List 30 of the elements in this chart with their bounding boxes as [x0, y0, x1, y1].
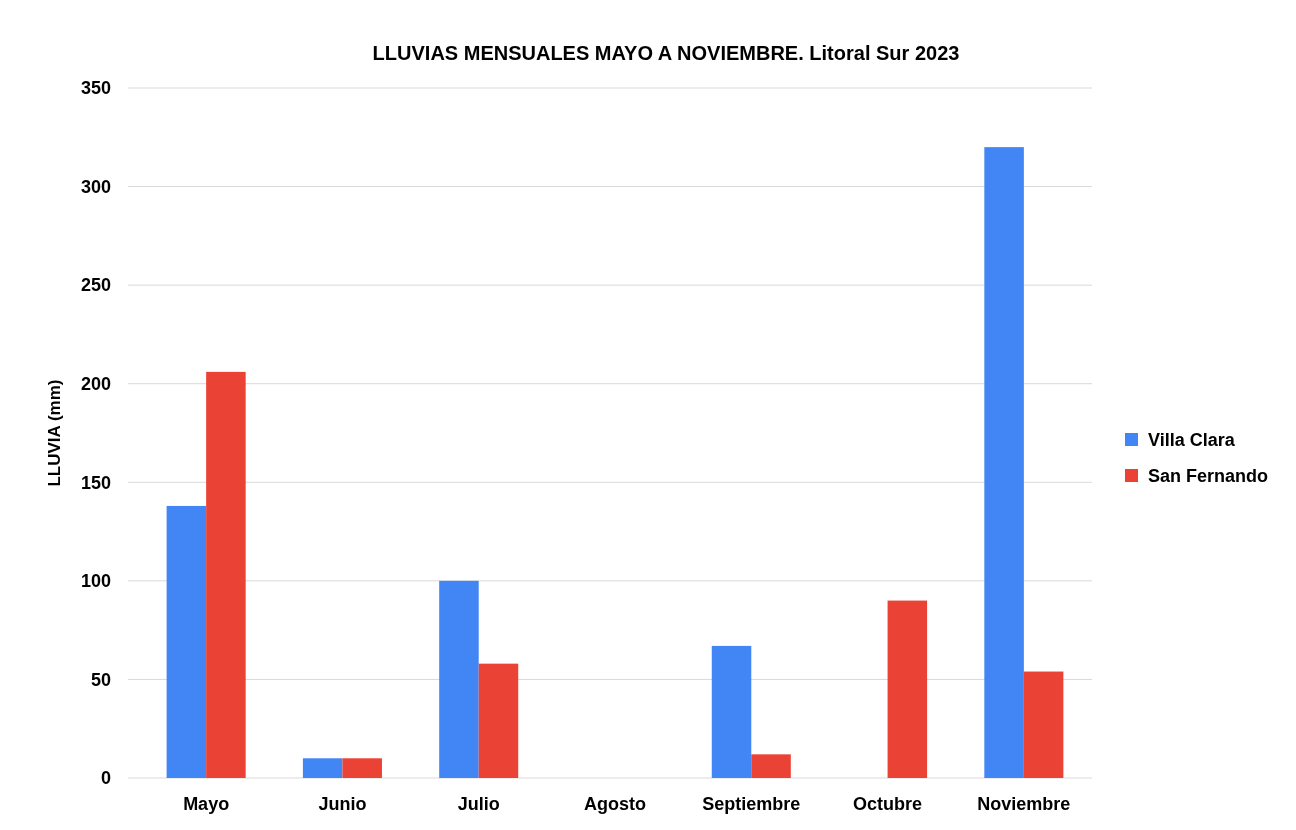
- bar: [206, 371, 246, 778]
- x-tick-label: Agosto: [584, 794, 646, 814]
- y-tick-label: 350: [80, 78, 111, 99]
- y-axis-title: LLUVIA (mm): [45, 379, 64, 487]
- bar: [302, 758, 343, 778]
- y-tick-label: 0: [100, 768, 111, 789]
- chart-title: LLUVIAS MENSUALES MAYO A NOVIEMBRE. Litoral Sur 2023: [372, 42, 960, 64]
- bar: [342, 758, 382, 778]
- y-tick-label: 250: [80, 275, 111, 296]
- x-tick-label: Noviembre: [977, 794, 1071, 814]
- y-tick-label: 150: [80, 472, 111, 493]
- y-tick-label: 300: [80, 176, 111, 197]
- y-tick-label: 200: [80, 374, 111, 395]
- y-tick-label: 100: [80, 571, 111, 592]
- x-tick-label: Junio: [318, 794, 367, 814]
- x-tick-label: Octubre: [853, 794, 923, 814]
- x-tick-label: Julio: [457, 794, 500, 814]
- bar: [439, 580, 479, 778]
- x-tick-label: Mayo: [183, 794, 230, 814]
- bar: [751, 754, 791, 778]
- y-tick-label: 50: [90, 669, 111, 690]
- legend-label: Villa Clara: [1148, 430, 1236, 451]
- bar: [984, 147, 1024, 778]
- bar: [1023, 671, 1064, 778]
- bar: [887, 600, 928, 778]
- x-tick-label: Septiembre: [702, 794, 801, 814]
- legend-label: San Fernando: [1148, 466, 1269, 487]
- bar: [166, 505, 207, 778]
- bar: [478, 663, 519, 778]
- bar: [711, 645, 752, 778]
